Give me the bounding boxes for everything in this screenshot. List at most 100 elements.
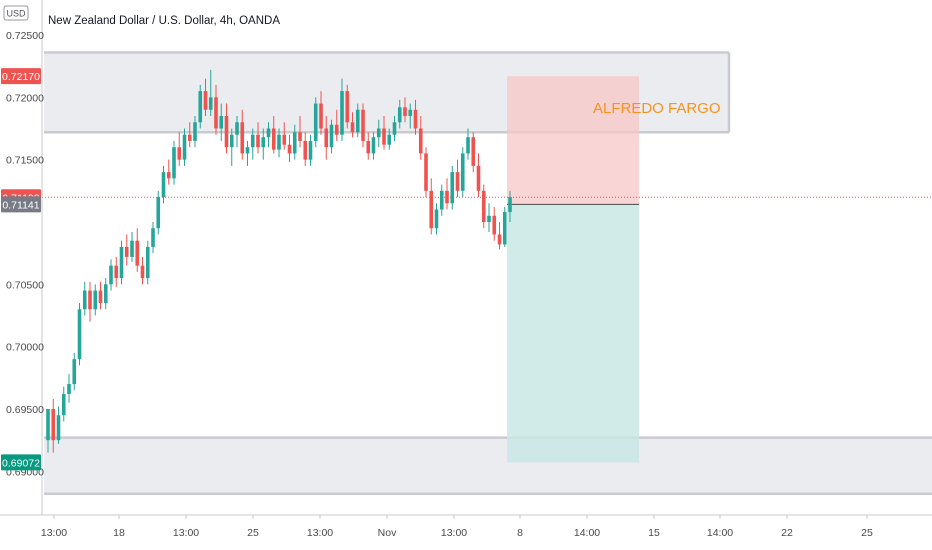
candle-body (277, 134, 281, 150)
currency-badge[interactable] (3, 5, 29, 21)
candle-body (345, 91, 350, 123)
candle-body (135, 240, 140, 266)
candle-body (466, 137, 470, 154)
candle-body (224, 116, 229, 148)
candle-body (355, 109, 360, 133)
candle-body (172, 147, 176, 179)
stop-price-badge (1, 68, 41, 85)
candle-body (287, 144, 292, 154)
x-tick-label: 14:00 (574, 527, 600, 539)
y-tick-label: 0.72500 (6, 30, 44, 42)
candle-body (114, 265, 119, 279)
x-tick-label: 13:00 (41, 527, 67, 539)
candle-body (308, 140, 313, 160)
candle-body (203, 91, 208, 110)
candle-body (119, 246, 124, 279)
candle-body (245, 147, 250, 154)
candle-body (397, 107, 402, 123)
y-axis[interactable]: 0.72500 0.72000 0.71500 0.70500 0.70000 0.695… (6, 30, 44, 478)
candle-body (61, 394, 66, 416)
x-tick-label: 14:00 (707, 527, 733, 539)
demand-zone (44, 437, 932, 494)
candle-body (214, 97, 218, 129)
x-tick-label: 15 (648, 527, 660, 539)
candles-layer (46, 69, 512, 453)
candle-body (130, 240, 134, 257)
candle-body (487, 215, 491, 222)
annotation-label[interactable]: ALFREDO FARGO (593, 100, 721, 117)
x-tick-label: 13:00 (441, 527, 467, 539)
candle-body (403, 107, 407, 117)
candle-body (266, 128, 271, 138)
entry-price-badge-label: 0.71141 (2, 199, 39, 211)
candle-body (103, 284, 108, 304)
candle-body (418, 128, 423, 154)
candle-body (502, 212, 507, 245)
candle-body (229, 134, 234, 148)
candle-body (292, 132, 297, 154)
candle-body (324, 128, 329, 148)
candle-body (408, 109, 413, 117)
candle-body (177, 147, 182, 160)
y-tick-label: 0.70000 (6, 342, 44, 354)
entry-price-badge (1, 196, 41, 213)
candle-body (182, 134, 187, 160)
target-price-badge (1, 454, 41, 471)
y-tick-label: 0.69500 (6, 404, 44, 416)
candle-body (219, 116, 224, 129)
candle-body (198, 91, 203, 123)
candle-body (98, 290, 103, 304)
take-profit-zone[interactable] (507, 204, 639, 463)
stop-loss-zone[interactable] (507, 76, 639, 205)
candle-body (303, 140, 308, 160)
currency-badge-label: USD (6, 9, 26, 19)
x-tick-label: 8 (517, 527, 523, 539)
candle-body (187, 134, 192, 141)
candle-body (366, 140, 371, 154)
candle-body (340, 91, 344, 135)
candle-body (413, 109, 418, 129)
candle-body (481, 190, 486, 222)
x-tick-label: Nov (378, 527, 397, 539)
candle-body (387, 134, 392, 145)
candle-body (235, 122, 239, 135)
candle-body (109, 265, 113, 285)
candle-body (455, 172, 460, 191)
candle-body (450, 172, 455, 204)
candle-body (298, 132, 302, 141)
candle-body (392, 122, 397, 135)
candle-body (350, 122, 355, 133)
candle-body (151, 228, 155, 247)
x-axis[interactable]: 13:00 18 13:00 25 13:00 Nov 13:00 8 14:00 15 14:00… (41, 515, 873, 539)
candle-body (72, 359, 77, 385)
y-tick-label: 0.72000 (6, 92, 44, 104)
candle-body (77, 309, 82, 360)
candle-body (319, 103, 323, 129)
candle-body (376, 128, 381, 138)
candle-body (240, 122, 245, 154)
candle-body (476, 165, 481, 191)
x-tick-label: 13:00 (173, 527, 199, 539)
candle-body (145, 246, 150, 279)
candle-body (67, 384, 71, 395)
candle-body (439, 190, 444, 210)
candle-body (492, 215, 497, 235)
y-tick-label: 0.70500 (6, 279, 44, 291)
candle-body (93, 290, 98, 310)
x-tick-label: 13:00 (307, 527, 333, 539)
x-tick-label: 22 (781, 527, 793, 539)
candle-body (82, 290, 87, 310)
candle-body (161, 172, 166, 198)
candle-body (124, 246, 129, 257)
candle-body (250, 134, 255, 148)
chart-title: New Zealand Dollar / U.S. Dollar, 4h, OA… (48, 15, 280, 27)
candle-body (361, 109, 365, 141)
candle-body (434, 209, 439, 229)
candle-body (329, 124, 334, 148)
candle-body (497, 234, 502, 245)
candle-body (382, 128, 386, 145)
x-tick-label: 18 (113, 527, 125, 539)
candle-body (334, 124, 339, 135)
